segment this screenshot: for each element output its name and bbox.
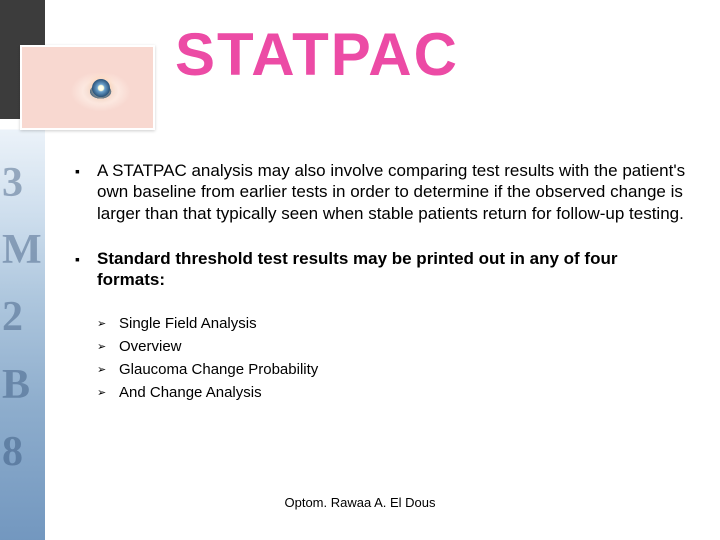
arrow-bullet-marker: ➢: [97, 360, 119, 380]
content-area: ▪ A STATPAC analysis may also involve co…: [75, 160, 690, 406]
sub-list: ➢ Single Field Analysis ➢ Overview ➢ Gla…: [97, 314, 690, 403]
arrow-bullet-marker: ➢: [97, 314, 119, 334]
arrow-bullet-marker: ➢: [97, 337, 119, 357]
background-letters: 3M2B8: [0, 150, 45, 530]
list-item-text: And Change Analysis: [119, 383, 690, 403]
square-bullet-marker: ▪: [75, 160, 97, 224]
square-bullet-marker: ▪: [75, 248, 97, 291]
list-item: ➢ And Change Analysis: [97, 383, 690, 403]
slide-title: STATPAC: [175, 20, 459, 89]
eye-iris: [92, 79, 110, 97]
list-item: ➢ Glaucoma Change Probability: [97, 360, 690, 380]
arrow-bullet-marker: ➢: [97, 383, 119, 403]
list-item-text: Single Field Analysis: [119, 314, 690, 334]
list-item: ➢ Overview: [97, 337, 690, 357]
list-item-text: Glaucoma Change Probability: [119, 360, 690, 380]
list-item: ➢ Single Field Analysis: [97, 314, 690, 334]
bullet-text: A STATPAC analysis may also involve comp…: [97, 160, 690, 224]
eye-image: [20, 45, 155, 130]
bullet-item: ▪ Standard threshold test results may be…: [75, 248, 690, 291]
bullet-text: Standard threshold test results may be p…: [97, 248, 690, 291]
list-item-text: Overview: [119, 337, 690, 357]
bullet-item: ▪ A STATPAC analysis may also involve co…: [75, 160, 690, 224]
footer-author: Optom. Rawaa A. El Dous: [0, 495, 720, 510]
